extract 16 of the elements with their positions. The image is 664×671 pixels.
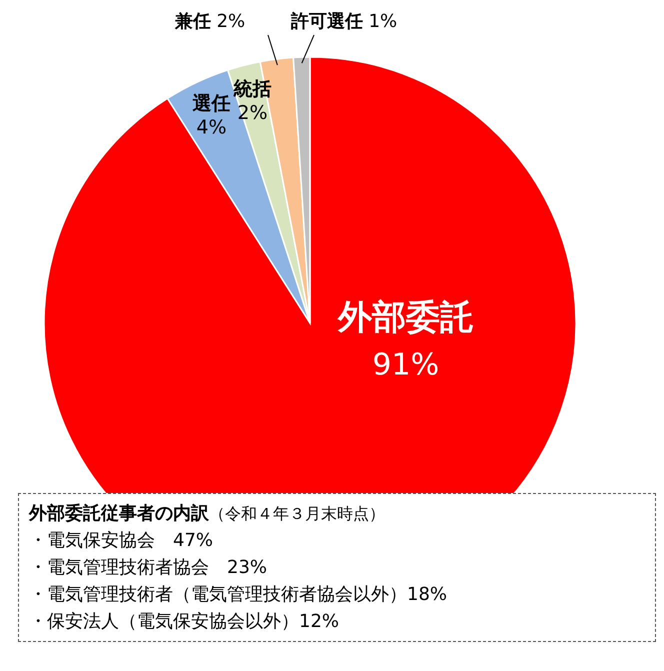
- data-label: 91%: [372, 347, 440, 382]
- slice-label: 許可選任: [290, 11, 363, 32]
- slice-label: 兼任: [174, 11, 211, 32]
- slice-label: 選任: [192, 92, 230, 115]
- slice-label: 統括: [232, 78, 272, 100]
- slice-label: 外部委託: [336, 297, 474, 338]
- text: ・電気保安協会 47%: [29, 529, 214, 553]
- data-label: 4%: [196, 116, 227, 139]
- text: ・電気管理技術者協会 23%: [29, 556, 268, 580]
- data-label: 2%: [210, 11, 246, 32]
- data-label: 2%: [237, 102, 268, 124]
- text: ・電気管理技術者（電気管理技術者協会以外）18%: [29, 583, 448, 607]
- text: ・保安法人（電気保安協会以外）12%: [29, 610, 340, 634]
- data-label: 1%: [362, 11, 398, 32]
- text: （令和４年３月末時点）: [209, 504, 385, 523]
- text: 外部委託従事者の内訳: [29, 503, 209, 524]
